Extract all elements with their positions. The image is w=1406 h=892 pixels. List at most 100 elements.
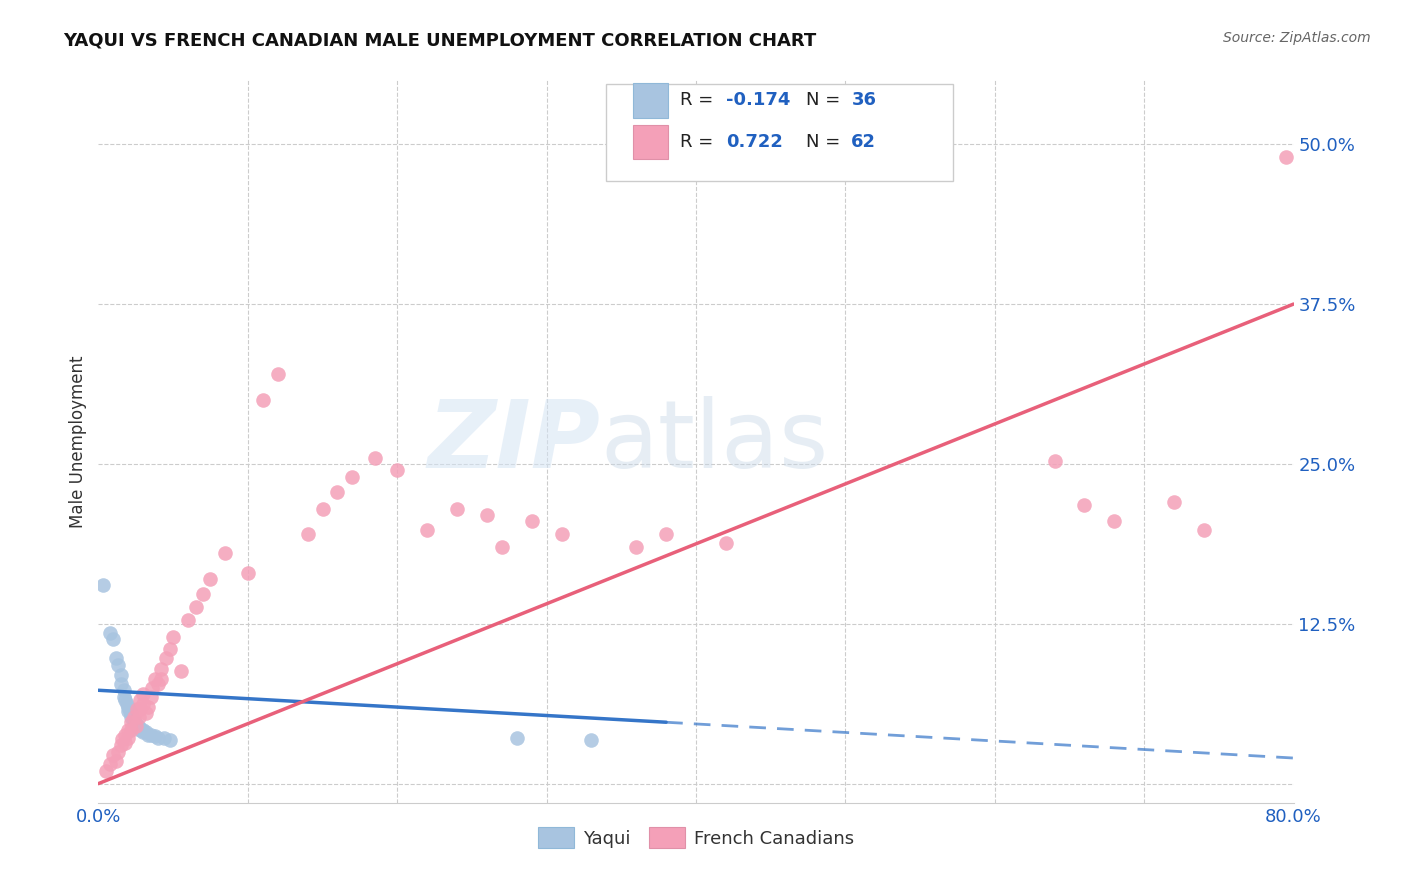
Text: -0.174: -0.174 [725, 91, 790, 110]
Point [141, 681, 163, 695]
Point [115, 698, 138, 712]
Point [103, 748, 125, 763]
Text: N =: N = [806, 133, 846, 151]
Point [132, 698, 155, 712]
Point [105, 651, 128, 665]
FancyBboxPatch shape [606, 84, 953, 181]
Point [132, 725, 155, 739]
Point [128, 710, 150, 724]
Y-axis label: Male Unemployment: Male Unemployment [69, 355, 87, 528]
Text: Source: ZipAtlas.com: Source: ZipAtlas.com [1223, 31, 1371, 45]
Point [110, 668, 132, 682]
Text: atlas: atlas [600, 395, 828, 488]
Point [110, 677, 132, 691]
Point [581, 733, 603, 747]
Point [124, 710, 146, 724]
Point [655, 527, 678, 541]
Point [136, 699, 159, 714]
Point [120, 710, 142, 724]
Point [107, 657, 129, 672]
Point [714, 536, 737, 550]
Point [136, 728, 159, 742]
Point [148, 677, 170, 691]
Point [342, 469, 364, 483]
Point [626, 540, 648, 554]
Point [125, 716, 148, 731]
Point [117, 699, 139, 714]
Point [107, 745, 129, 759]
Point [117, 731, 139, 745]
Point [114, 736, 136, 750]
Point [135, 725, 157, 739]
Point [132, 687, 155, 701]
Point [127, 702, 149, 716]
Point [177, 613, 200, 627]
Point [1104, 515, 1126, 529]
Text: YAQUI VS FRENCH CANADIAN MALE UNEMPLOYMENT CORRELATION CHART: YAQUI VS FRENCH CANADIAN MALE UNEMPLOYME… [63, 31, 817, 49]
Point [112, 683, 135, 698]
Point [214, 546, 236, 560]
Point [128, 720, 150, 734]
Text: 0.722: 0.722 [725, 133, 783, 151]
Point [169, 664, 191, 678]
Point [120, 715, 142, 730]
Text: R =: R = [681, 91, 720, 110]
Point [111, 731, 134, 746]
Point [236, 566, 259, 580]
Point [150, 672, 173, 686]
Point [127, 719, 149, 733]
Point [91, 578, 114, 592]
Point [1163, 495, 1185, 509]
Point [120, 706, 142, 721]
Point [1192, 524, 1215, 538]
Point [124, 713, 146, 727]
Point [184, 600, 207, 615]
Point [117, 704, 139, 718]
Point [200, 572, 222, 586]
Point [446, 501, 468, 516]
Text: 62: 62 [852, 133, 876, 151]
Point [103, 632, 125, 646]
Point [252, 392, 274, 407]
Point [127, 718, 149, 732]
Point [1073, 498, 1095, 512]
Point [120, 723, 142, 737]
Point [114, 693, 136, 707]
Point [311, 501, 333, 516]
Text: 36: 36 [852, 91, 876, 110]
Legend: Yaqui, French Canadians: Yaqui, French Canadians [531, 820, 860, 855]
Point [121, 713, 143, 727]
Point [153, 731, 176, 745]
Point [159, 733, 181, 747]
Point [139, 690, 162, 704]
Text: ZIP: ZIP [427, 395, 600, 488]
Point [506, 731, 529, 745]
Point [129, 702, 152, 716]
Text: R =: R = [681, 133, 720, 151]
Point [326, 485, 349, 500]
Point [110, 738, 132, 752]
Point [129, 693, 152, 707]
Text: N =: N = [806, 91, 846, 110]
Point [550, 527, 572, 541]
Point [475, 508, 498, 522]
Point [1275, 150, 1298, 164]
Point [135, 706, 157, 721]
Point [159, 642, 181, 657]
Point [117, 723, 139, 737]
Point [118, 704, 141, 718]
Point [132, 723, 155, 737]
Point [129, 723, 152, 737]
Point [148, 731, 170, 745]
Point [416, 524, 439, 538]
Point [520, 515, 543, 529]
FancyBboxPatch shape [633, 125, 668, 160]
Point [267, 368, 290, 382]
Point [143, 672, 166, 686]
Point [94, 764, 117, 778]
Point [155, 651, 177, 665]
Point [297, 527, 319, 541]
Point [124, 715, 146, 730]
Point [143, 729, 166, 743]
Point [191, 587, 214, 601]
